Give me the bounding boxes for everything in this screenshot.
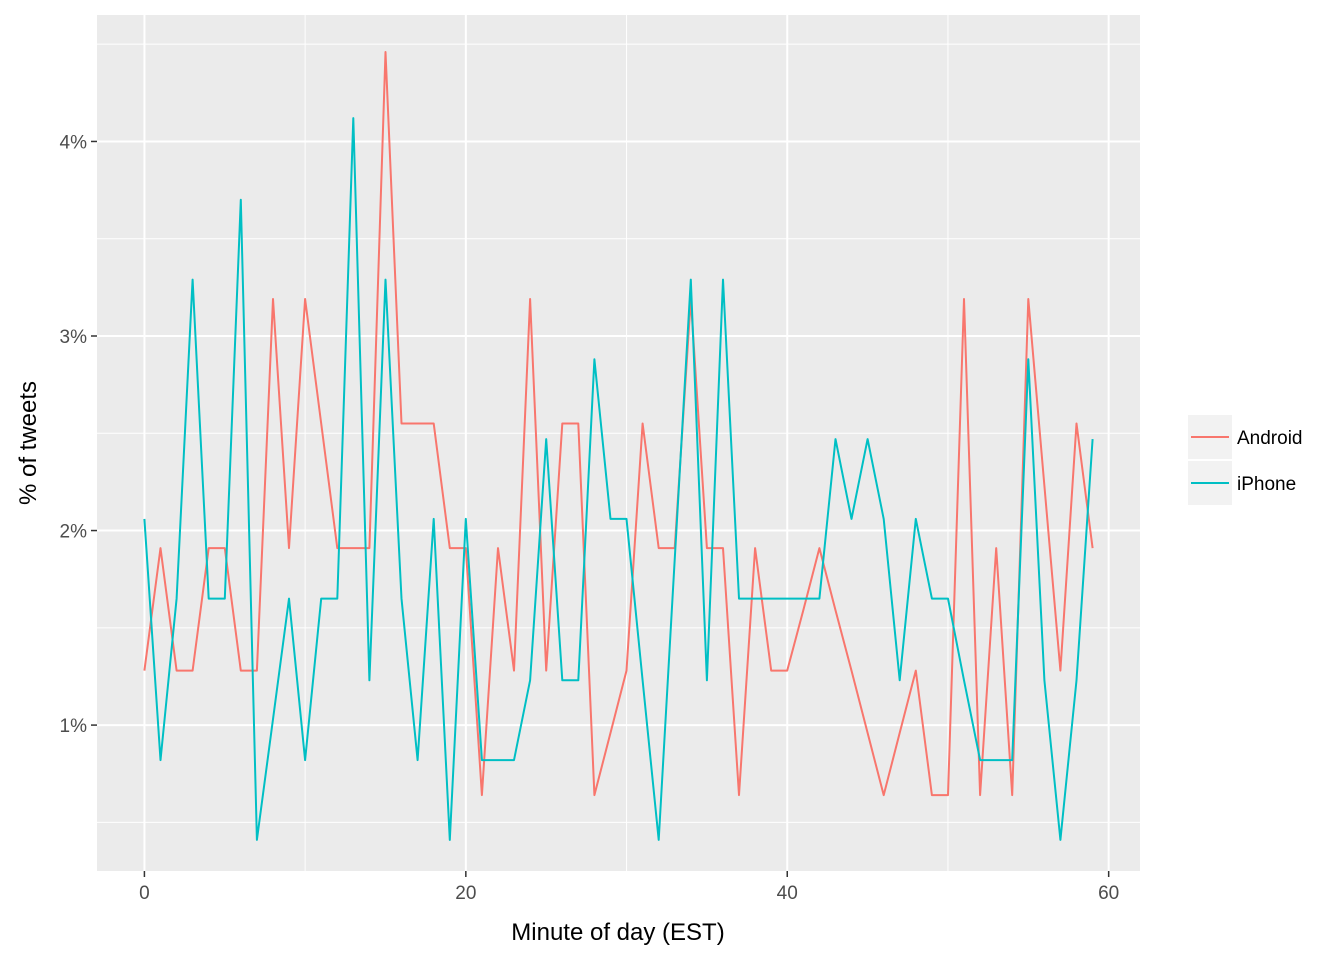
x-axis: 0 20 40 60 [139,871,1119,904]
minor-gridlines [97,15,1140,871]
y-axis-title: % of tweets [15,381,42,505]
y-axis: 1% 2% 3% 4% [60,132,97,737]
series-lines [143,51,1094,841]
y-tick-label: 1% [60,716,88,737]
x-tick-label: 20 [455,883,476,904]
legend-label-iphone: iPhone [1237,474,1296,495]
x-tick-label: 60 [1098,883,1119,904]
legend: Android iPhone [1186,413,1303,507]
x-tick-label: 0 [139,883,150,904]
y-tick-label: 4% [60,132,88,153]
y-tick-label: 3% [60,327,88,348]
major-gridlines [97,15,1140,871]
y-tick-label: 2% [60,522,88,543]
x-axis-title: Minute of day (EST) [511,919,724,946]
series-line-android [143,51,1094,797]
x-tick-label: 40 [777,883,798,904]
legend-label-android: Android [1237,428,1303,449]
series-line-iphone [143,117,1094,841]
